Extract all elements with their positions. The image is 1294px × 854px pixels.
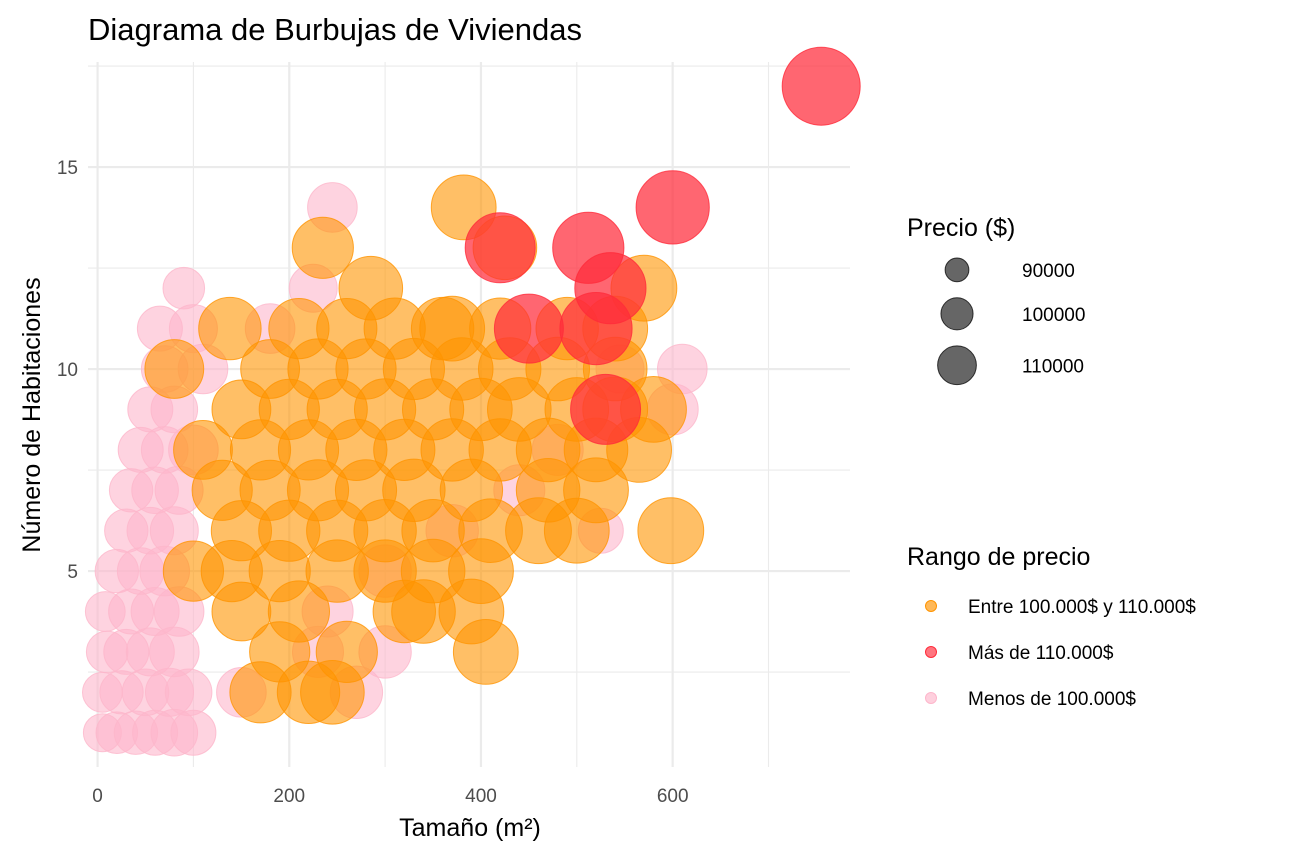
color-legend-label: Entre 100.000$ y 110.000$ [968, 597, 1196, 618]
x-tick-label: 400 [465, 786, 497, 807]
x-axis-title: Tamaño (m²) [399, 814, 541, 842]
color-legend-key-low [925, 692, 937, 704]
bubble-mid [338, 255, 404, 321]
bubble-mid [452, 619, 519, 685]
color-legend: Rango de precio Entre 100.000$ y 110.000… [907, 543, 1196, 710]
x-tick-label: 600 [657, 786, 689, 807]
bubble-mid [198, 296, 262, 361]
size-legend-label: 100000 [1022, 305, 1085, 326]
size-legend-key [940, 297, 974, 331]
color-legend-title: Rango de precio [907, 543, 1090, 571]
size-legend-items: 90000 100000 110000 [937, 257, 1085, 386]
bubble-low [162, 266, 206, 310]
size-legend-title: Precio ($) [907, 214, 1015, 242]
x-tick-label: 0 [92, 786, 103, 807]
bubble-high [781, 46, 861, 126]
size-legend-key [944, 257, 970, 283]
color-legend-key-mid [925, 600, 937, 612]
y-axis-title: Número de Habitaciones [18, 277, 46, 552]
x-tick-label: 200 [273, 786, 305, 807]
bubble-high [574, 252, 647, 325]
y-tick-labels: 5 10 15 [57, 158, 78, 583]
bubble-mid [637, 497, 705, 565]
y-tick-label: 15 [57, 158, 78, 179]
color-legend-label: Más de 110.000$ [968, 643, 1114, 664]
size-legend-key [937, 345, 977, 386]
x-tick-labels: 0 200 400 600 [92, 786, 688, 807]
color-legend-items: Entre 100.000$ y 110.000$ Más de 110.000$… [925, 597, 1196, 710]
bubble-mid [144, 339, 205, 399]
bubble-high [570, 373, 642, 445]
y-tick-label: 5 [67, 562, 78, 583]
size-legend: Precio ($) 90000 100000 110000 [907, 214, 1085, 386]
bubbles [82, 46, 861, 757]
size-legend-label: 110000 [1022, 356, 1084, 377]
bubble-mid [291, 216, 354, 279]
color-legend-label: Menos de 100.000$ [968, 689, 1136, 710]
chart-title: Diagrama de Burbujas de Viviendas [88, 12, 582, 47]
bubble-low [170, 709, 217, 756]
bubble-mid [315, 620, 378, 684]
bubble-high [493, 293, 564, 364]
bubble-high [635, 170, 710, 245]
size-legend-label: 90000 [1022, 261, 1075, 282]
y-tick-label: 10 [57, 360, 78, 381]
bubble-high [464, 212, 536, 284]
color-legend-key-high [925, 646, 937, 658]
